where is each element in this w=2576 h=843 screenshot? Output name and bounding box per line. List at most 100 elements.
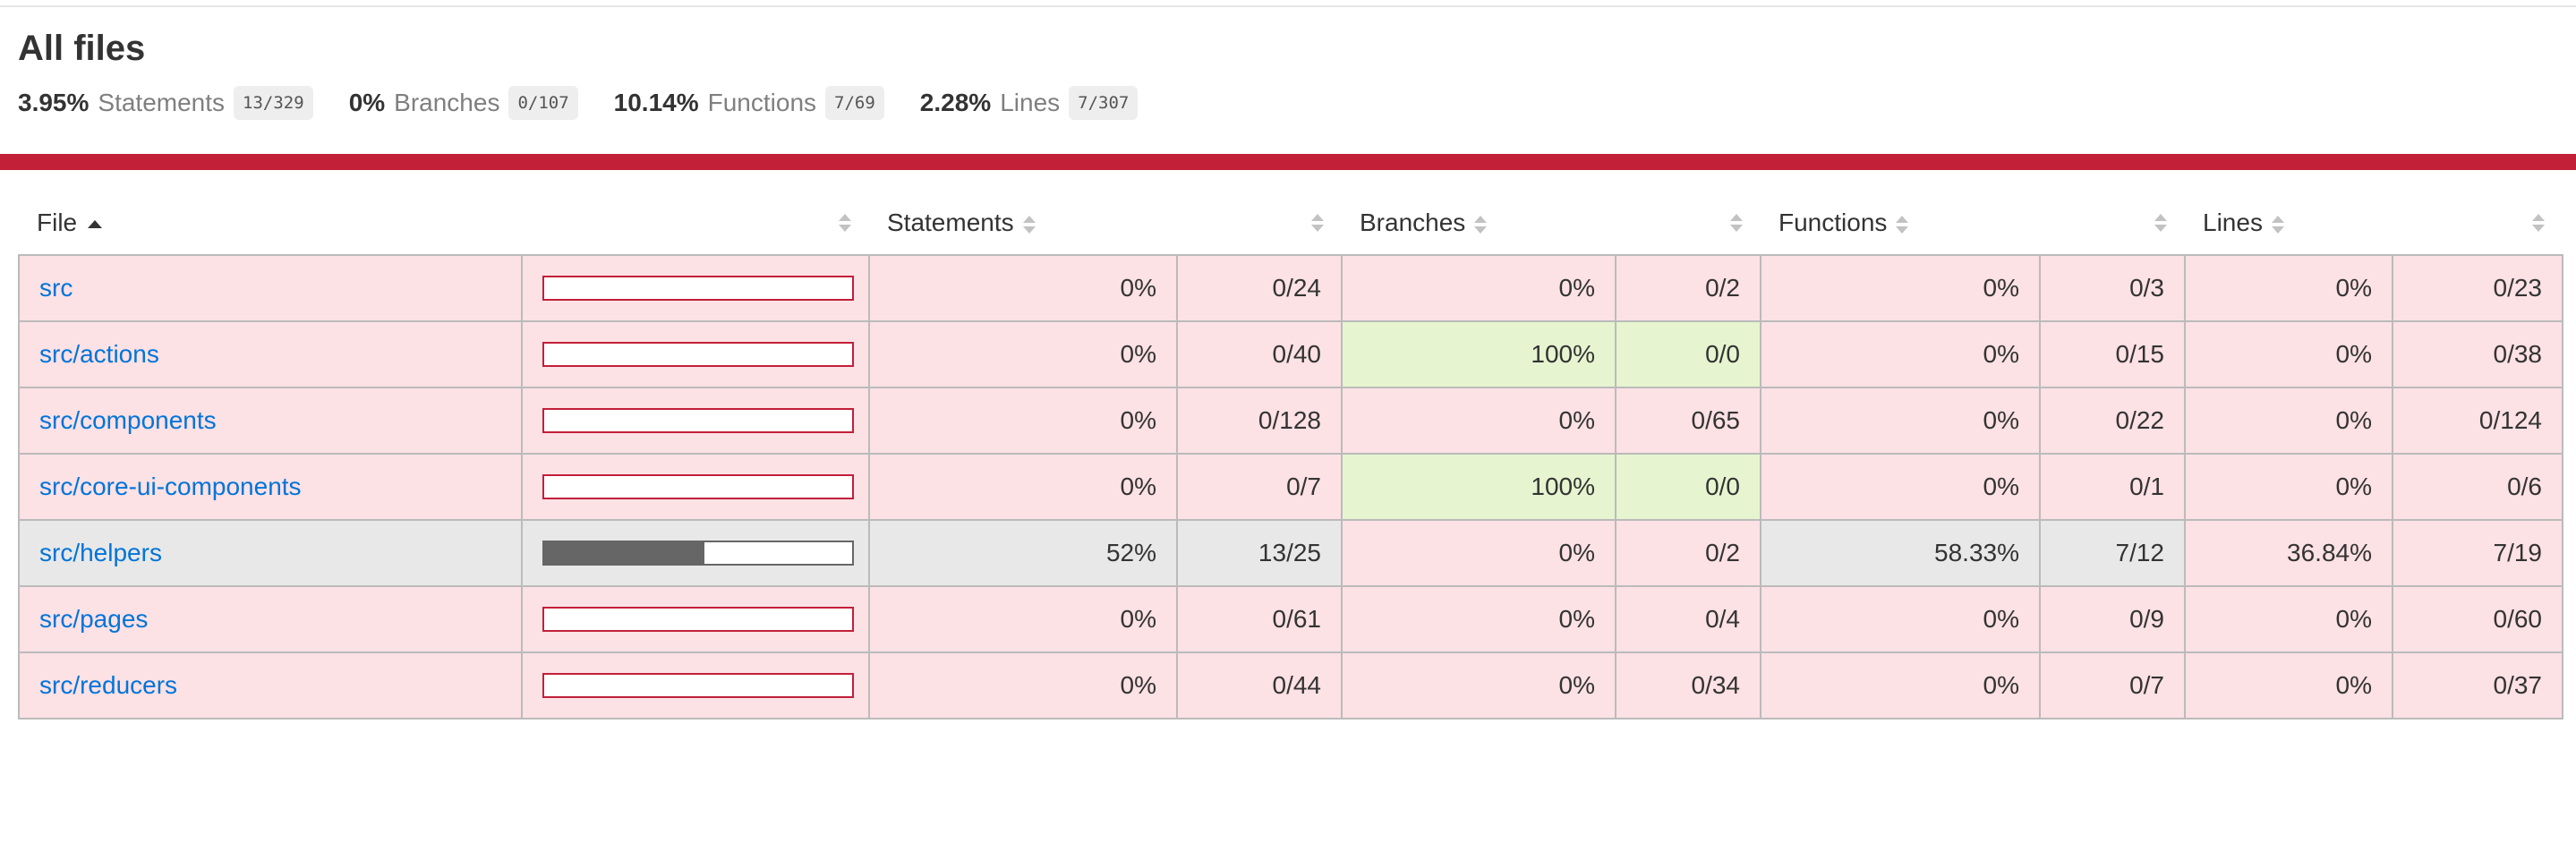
file-cell: src/pages (18, 585, 523, 653)
table-row: src/core-ui-components 0% 0/7 100% 0/0 0% 0/1 0… (18, 453, 2563, 521)
branches-pct: 100% (1341, 320, 1616, 388)
summary-lines: 2.28% Lines 7/307 (920, 86, 1139, 120)
lines-fraction: 7/19 (2392, 519, 2563, 587)
file-link[interactable]: src/core-ui-components (39, 473, 302, 500)
coverage-bar-cell (521, 453, 870, 521)
functions-fraction: 0/22 (2039, 387, 2186, 455)
sort-icon (1474, 215, 1488, 234)
statements-fraction: 13/25 (1176, 519, 1343, 587)
lines-pct: 36.84% (2184, 519, 2393, 587)
lines-fraction: 0/38 (2392, 320, 2563, 388)
branches-pct: 0% (1341, 519, 1616, 587)
table-header-row: File Statements Branches Functions Lines (19, 192, 2563, 255)
header-lines-raw[interactable] (2393, 192, 2563, 255)
coverage-bar (542, 276, 854, 301)
coverage-bar-cell (521, 387, 870, 455)
functions-fraction: 0/7 (2039, 651, 2186, 720)
file-cell: src/actions (18, 320, 523, 388)
header-bar[interactable] (522, 192, 869, 255)
coverage-status-bar (0, 154, 2576, 170)
sort-icon (2154, 213, 2167, 233)
lines-fraction: 0/60 (2392, 585, 2563, 653)
file-cell: src/reducers (18, 651, 523, 720)
file-link[interactable]: src/actions (39, 340, 159, 368)
lines-pct: 0% (2184, 453, 2393, 521)
header-statements[interactable]: Statements (869, 192, 1177, 255)
header-functions-raw[interactable] (2040, 192, 2185, 255)
coverage-bar (542, 408, 854, 433)
file-cell: src (18, 254, 523, 322)
coverage-bar (542, 673, 854, 698)
header-label: Lines (2203, 209, 2263, 236)
functions-fraction: 0/9 (2039, 585, 2186, 653)
sort-ascending-icon (88, 220, 103, 229)
header-label: Branches (1360, 209, 1466, 236)
file-link[interactable]: src/reducers (39, 671, 178, 699)
functions-pct: 0% (1760, 585, 2041, 653)
functions-pct: 0% (1760, 387, 2041, 455)
lines-pct: 0% (2184, 254, 2393, 322)
summary-label: Functions (707, 89, 817, 116)
page-header: All files (18, 25, 145, 72)
branches-fraction: 0/4 (1615, 585, 1761, 653)
file-link[interactable]: src (39, 274, 73, 302)
functions-pct: 0% (1760, 254, 2041, 322)
summary-functions: 10.14% Functions 7/69 (614, 86, 884, 120)
table-row: src/reducers 0% 0/44 0% 0/34 0% 0/7 0% 0/37 (18, 651, 2563, 720)
header-statements-raw[interactable] (1177, 192, 1342, 255)
branches-fraction: 0/0 (1615, 320, 1761, 388)
file-link[interactable]: src/pages (39, 605, 149, 633)
coverage-bar (542, 607, 854, 632)
header-functions[interactable]: Functions (1761, 192, 2040, 255)
lines-fraction: 0/124 (2392, 387, 2563, 455)
summary-fraction: 0/107 (508, 86, 578, 120)
statements-fraction: 0/24 (1176, 254, 1343, 322)
top-divider (0, 5, 2576, 7)
sort-icon (2271, 215, 2284, 234)
coverage-table: File Statements Branches Functions Lines… (18, 192, 2563, 720)
functions-fraction: 0/15 (2039, 320, 2186, 388)
lines-pct: 0% (2184, 651, 2393, 720)
lines-fraction: 0/23 (2392, 254, 2563, 322)
page-title: All files (18, 29, 146, 68)
coverage-bar (542, 342, 854, 367)
summary-fraction: 7/307 (1069, 86, 1139, 120)
file-link[interactable]: src/components (39, 406, 217, 434)
functions-pct: 0% (1760, 651, 2041, 720)
coverage-bar-cell (521, 651, 870, 720)
table-row: src/pages 0% 0/61 0% 0/4 0% 0/9 0% 0/60 (18, 585, 2563, 653)
branches-fraction: 0/2 (1615, 519, 1761, 587)
lines-pct: 0% (2184, 320, 2393, 388)
coverage-bar (542, 541, 854, 566)
sort-icon (1730, 213, 1743, 233)
coverage-bar-cell (521, 254, 870, 322)
coverage-bar-fill (544, 542, 704, 564)
sort-icon (1022, 215, 1036, 234)
statements-fraction: 0/40 (1176, 320, 1343, 388)
functions-pct: 0% (1760, 320, 2041, 388)
statements-pct: 0% (868, 320, 1178, 388)
header-label: File (37, 209, 78, 236)
statements-pct: 0% (868, 254, 1178, 322)
functions-fraction: 0/3 (2039, 254, 2186, 322)
branches-fraction: 0/34 (1615, 651, 1761, 720)
summary-pct: 10.14% (613, 89, 699, 116)
statements-pct: 0% (868, 585, 1178, 653)
functions-pct: 58.33% (1760, 519, 2041, 587)
coverage-bar-cell (521, 519, 870, 587)
file-link[interactable]: src/helpers (39, 539, 162, 566)
header-lines[interactable]: Lines (2185, 192, 2393, 255)
file-cell: src/components (18, 387, 523, 455)
summary-fraction: 13/329 (234, 86, 313, 120)
header-branches[interactable]: Branches (1342, 192, 1616, 255)
statements-fraction: 0/7 (1176, 453, 1343, 521)
file-cell: src/helpers (18, 519, 523, 587)
header-label: Statements (887, 209, 1014, 236)
functions-pct: 0% (1760, 453, 2041, 521)
branches-pct: 0% (1341, 254, 1616, 322)
header-branches-raw[interactable] (1616, 192, 1761, 255)
table-row: src 0% 0/24 0% 0/2 0% 0/3 0% 0/23 (18, 254, 2563, 322)
statements-pct: 0% (868, 651, 1178, 720)
sort-icon (2532, 213, 2545, 233)
header-file[interactable]: File (19, 192, 522, 255)
